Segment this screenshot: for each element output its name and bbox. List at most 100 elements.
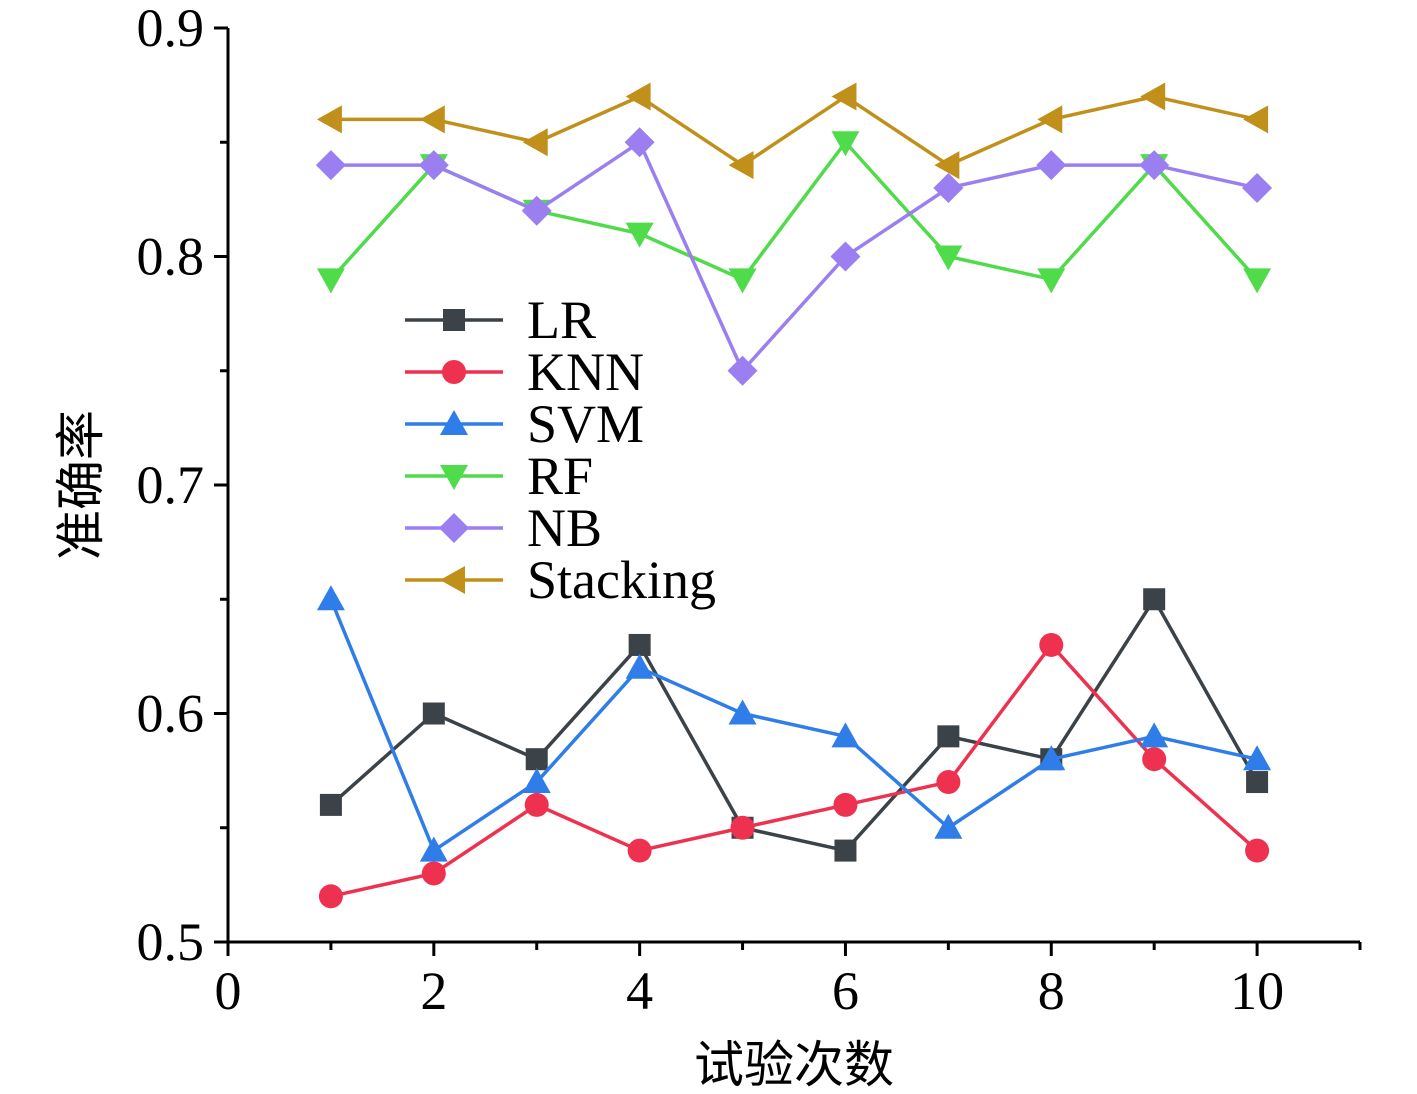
series-line-svm <box>329 598 1258 853</box>
x-tick-label: 8 <box>1038 961 1065 1021</box>
data-point-lr <box>628 633 651 656</box>
data-point-lr <box>319 793 342 816</box>
legend-item-lr: LR <box>405 290 596 350</box>
data-point-knn <box>1245 838 1270 863</box>
data-point-knn <box>421 861 446 886</box>
series-nb <box>315 127 1273 386</box>
data-point-nb <box>315 150 346 181</box>
data-point-lr <box>937 725 960 748</box>
data-point-knn <box>1142 747 1167 772</box>
legend-label-stacking: Stacking <box>527 550 716 610</box>
data-point-nb <box>624 127 655 158</box>
y-tick-label: 0.9 <box>137 0 205 58</box>
data-point-stacking <box>625 82 651 111</box>
data-point-knn <box>524 792 549 817</box>
x-tick-label: 0 <box>215 961 242 1021</box>
data-point-knn <box>730 815 755 840</box>
data-point-lr <box>834 839 857 862</box>
legend-label-knn: KNN <box>527 342 644 402</box>
data-point-stacking <box>1243 105 1269 134</box>
legend-item-knn: KNN <box>405 342 644 402</box>
x-tick-label: 4 <box>626 961 653 1021</box>
legend-label-nb: NB <box>527 498 602 558</box>
data-point-rf <box>728 268 757 294</box>
data-point-lr <box>1143 588 1166 611</box>
data-point-stacking <box>934 151 960 180</box>
data-point-knn <box>833 792 858 817</box>
series-rf <box>316 131 1272 294</box>
legend-marker-rf <box>440 465 468 490</box>
data-point-lr <box>1246 771 1269 794</box>
legend-item-nb: NB <box>405 498 602 558</box>
y-tick-label: 0.8 <box>137 227 205 287</box>
data-point-stacking <box>419 105 445 134</box>
axes: 0.5 0.6 0.7 0.8 0.9 0 2 4 6 8 10 <box>137 0 1362 1021</box>
data-point-knn <box>318 884 343 909</box>
series-line-nb <box>330 140 1258 373</box>
data-point-nb <box>418 150 449 181</box>
data-point-rf <box>1037 268 1066 294</box>
data-point-nb <box>1036 150 1067 181</box>
data-point-stacking <box>316 105 342 134</box>
y-tick-label: 0.5 <box>137 912 205 972</box>
data-point-svm <box>1140 722 1169 748</box>
data-point-knn <box>627 838 652 863</box>
data-point-lr <box>525 748 548 771</box>
legend-item-stacking: Stacking <box>405 550 716 610</box>
legend-marker-nb <box>439 513 469 543</box>
x-axis-title: 试验次数 <box>694 1036 894 1094</box>
y-tick-label: 0.7 <box>137 455 205 515</box>
data-point-nb <box>727 355 758 386</box>
legend-label-svm: SVM <box>527 394 644 454</box>
legend-marker-svm <box>440 410 468 435</box>
data-point-knn <box>936 770 961 795</box>
data-point-svm <box>934 813 963 839</box>
x-tick-label: 10 <box>1230 961 1284 1021</box>
x-tick-label: 2 <box>420 961 447 1021</box>
legend-marker-lr <box>443 309 465 331</box>
x-tick-label: 6 <box>832 961 859 1021</box>
series-line-rf <box>329 140 1259 282</box>
legend-label-rf: RF <box>527 446 593 506</box>
data-point-rf <box>316 268 345 294</box>
data-point-svm <box>728 699 757 725</box>
data-point-lr <box>422 702 445 725</box>
series-lr <box>319 588 1269 862</box>
series-line-knn <box>330 643 1259 899</box>
legend-label-lr: LR <box>527 290 596 350</box>
data-point-svm <box>522 768 551 794</box>
y-axis-title: 准确率 <box>52 410 110 560</box>
data-point-rf <box>831 131 860 157</box>
legend-item-svm: SVM <box>405 394 644 454</box>
data-point-rf <box>1243 268 1272 294</box>
legend-marker-knn <box>442 360 466 384</box>
data-point-svm <box>419 836 448 862</box>
y-tick-label: 0.6 <box>137 684 205 744</box>
data-point-nb <box>830 241 861 272</box>
data-point-svm <box>1243 745 1272 771</box>
series-line-lr <box>329 597 1259 853</box>
data-point-svm <box>831 722 860 748</box>
legend-marker-stacking <box>440 566 465 594</box>
data-point-svm <box>625 653 654 679</box>
data-point-stacking <box>522 128 548 157</box>
data-point-rf <box>934 245 963 271</box>
data-point-nb <box>1139 150 1170 181</box>
series-stacking <box>316 82 1269 180</box>
legend-item-rf: RF <box>405 446 593 506</box>
data-point-nb <box>521 195 552 226</box>
data-point-stacking <box>1140 82 1166 111</box>
data-point-rf <box>625 222 654 248</box>
series-knn <box>318 632 1270 909</box>
data-point-svm <box>316 585 345 611</box>
series-svm <box>316 585 1272 862</box>
data-point-stacking <box>728 151 754 180</box>
data-point-stacking <box>831 82 857 111</box>
series-layer <box>315 82 1273 909</box>
data-point-nb <box>933 172 964 203</box>
series-line-stacking <box>330 94 1258 167</box>
data-point-knn <box>1039 632 1064 657</box>
data-point-stacking <box>1037 105 1063 134</box>
